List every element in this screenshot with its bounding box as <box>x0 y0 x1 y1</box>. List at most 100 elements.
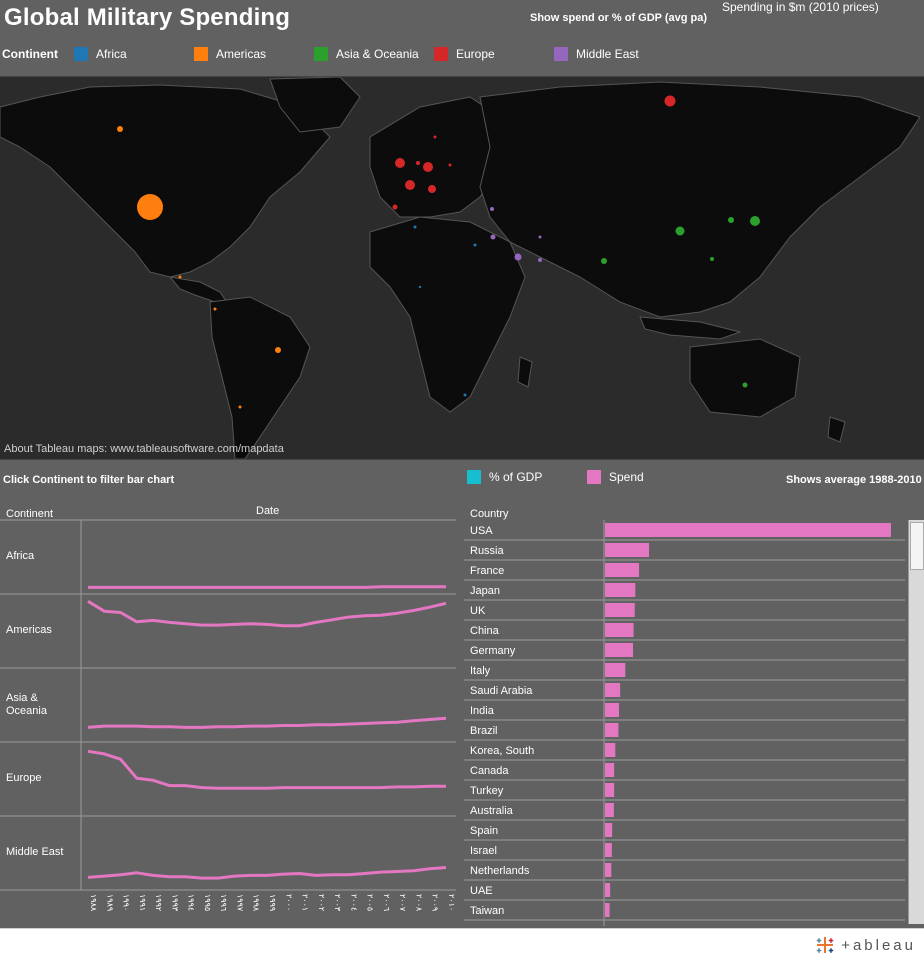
bar[interactable] <box>605 743 615 757</box>
bar[interactable] <box>605 703 619 717</box>
dashboard-title: Global Military Spending <box>4 4 290 32</box>
bar[interactable] <box>605 723 618 737</box>
country-label: Australia <box>470 805 514 817</box>
bubble-taiwan <box>710 257 714 261</box>
bar[interactable] <box>605 903 610 917</box>
new-zealand-landmass <box>828 417 845 442</box>
bubble-south-africa <box>464 394 467 397</box>
country-row[interactable]: Turkey <box>464 783 905 800</box>
bubble-australia <box>743 383 748 388</box>
x-tick-label: ٢٠٠٧ <box>398 894 407 912</box>
x-tick-label: ٢٠٠٥ <box>366 894 375 911</box>
bubble-colombia <box>214 308 217 311</box>
country-row[interactable]: Germany <box>464 643 905 660</box>
country-row[interactable]: China <box>464 623 905 640</box>
bar[interactable] <box>605 843 612 857</box>
tableau-cross-icon <box>815 935 835 955</box>
country-label: Japan <box>470 585 500 597</box>
continent-row-label[interactable]: Africa <box>6 550 70 563</box>
continent-row-label[interactable]: Middle East <box>6 846 70 859</box>
legend-swatch <box>74 47 88 61</box>
x-tick-label: ١٩٩٢ <box>154 894 163 911</box>
continent-row-label[interactable]: Americas <box>6 624 70 637</box>
bar[interactable] <box>605 543 649 557</box>
indonesia-landmass <box>640 317 740 339</box>
spending-parameter-label[interactable]: Spending in $m (2010 prices) <box>722 0 879 14</box>
country-bar-chart[interactable]: USA Russia France Japan UK China Germany Italy S… <box>464 502 924 926</box>
country-label: Turkey <box>470 785 504 797</box>
bar-chart-scrollbar[interactable] <box>908 520 924 924</box>
country-row[interactable]: Australia <box>464 803 905 820</box>
legend-item-americas[interactable]: Americas <box>194 45 266 63</box>
bar[interactable] <box>605 603 635 617</box>
country-row[interactable]: Israel <box>464 843 905 860</box>
country-label: Korea, South <box>470 745 534 757</box>
country-row[interactable]: Japan <box>464 583 905 600</box>
series-line <box>88 751 446 788</box>
bubble-korea <box>728 217 734 223</box>
bar[interactable] <box>605 763 614 777</box>
bar[interactable] <box>605 823 612 837</box>
country-row[interactable]: UAE <box>464 883 905 900</box>
country-row[interactable]: Netherlands <box>464 863 905 880</box>
legend-item-africa[interactable]: Africa <box>74 45 127 63</box>
continent-row[interactable] <box>88 868 446 879</box>
map-attribution[interactable]: About Tableau maps: www.tableausoftware.… <box>4 443 284 455</box>
europe-landmass <box>370 97 500 217</box>
world-map[interactable] <box>0 76 924 460</box>
bar[interactable] <box>605 583 635 597</box>
country-label: India <box>470 705 495 717</box>
bar[interactable] <box>605 623 634 637</box>
bubble-poland <box>449 164 452 167</box>
country-row[interactable]: Saudi Arabia <box>464 683 905 700</box>
bar[interactable] <box>605 803 614 817</box>
x-tick-label: ٢٠٠٠ <box>284 894 293 911</box>
country-row[interactable]: France <box>464 563 905 580</box>
bar[interactable] <box>605 783 614 797</box>
legend-item-europe[interactable]: Europe <box>434 45 495 63</box>
continent-row-label[interactable]: Europe <box>6 772 70 785</box>
country-label: Israel <box>470 845 497 857</box>
scrollbar-thumb[interactable] <box>910 522 924 570</box>
bar[interactable] <box>605 563 639 577</box>
country-row[interactable]: Spain <box>464 823 905 840</box>
continent-legend-title: Continent <box>2 47 58 61</box>
country-row[interactable]: Canada <box>464 763 905 780</box>
bar[interactable] <box>605 523 891 537</box>
bar[interactable] <box>605 683 620 697</box>
bubble-canada <box>117 126 123 132</box>
country-label: UAE <box>470 885 493 897</box>
continent-row[interactable] <box>88 751 446 788</box>
country-label: China <box>470 625 500 637</box>
country-row[interactable]: Brazil <box>464 723 905 740</box>
bar[interactable] <box>605 883 610 897</box>
legend-swatch <box>314 47 328 61</box>
country-row[interactable]: Italy <box>464 663 905 680</box>
legend-swatch <box>554 47 568 61</box>
x-tick-label: ١٩٩٠ <box>122 894 131 911</box>
continent-row[interactable] <box>88 587 446 588</box>
gdp-toggle-label[interactable]: Show spend or % of GDP (avg pa) <box>530 12 707 24</box>
continent-row[interactable] <box>88 601 446 625</box>
bar[interactable] <box>605 643 633 657</box>
legend-measure-gdp[interactable]: % of GDP <box>467 470 542 484</box>
country-row[interactable]: India <box>464 703 905 720</box>
tableau-logo[interactable]: +ableau <box>815 935 916 955</box>
country-row[interactable]: Korea, South <box>464 743 905 760</box>
madagascar-landmass <box>518 357 532 387</box>
country-row[interactable]: Taiwan <box>464 903 905 920</box>
country-row[interactable]: Russia <box>464 543 905 560</box>
continent-row[interactable] <box>88 718 446 727</box>
legend-item-asia-oceania[interactable]: Asia & Oceania <box>314 45 419 63</box>
legend-item-middle-east[interactable]: Middle East <box>554 45 639 63</box>
bar[interactable] <box>605 663 625 677</box>
world-map-canvas[interactable] <box>0 77 924 459</box>
legend-swatch <box>434 47 448 61</box>
legend-measure-spend[interactable]: Spend <box>587 470 644 484</box>
bar[interactable] <box>605 863 611 877</box>
country-row[interactable]: USA <box>464 523 905 540</box>
bubble-china <box>676 227 685 236</box>
country-label: USA <box>470 525 493 537</box>
country-row[interactable]: UK <box>464 603 905 620</box>
continent-row-label[interactable]: Asia & Oceania <box>6 692 70 718</box>
